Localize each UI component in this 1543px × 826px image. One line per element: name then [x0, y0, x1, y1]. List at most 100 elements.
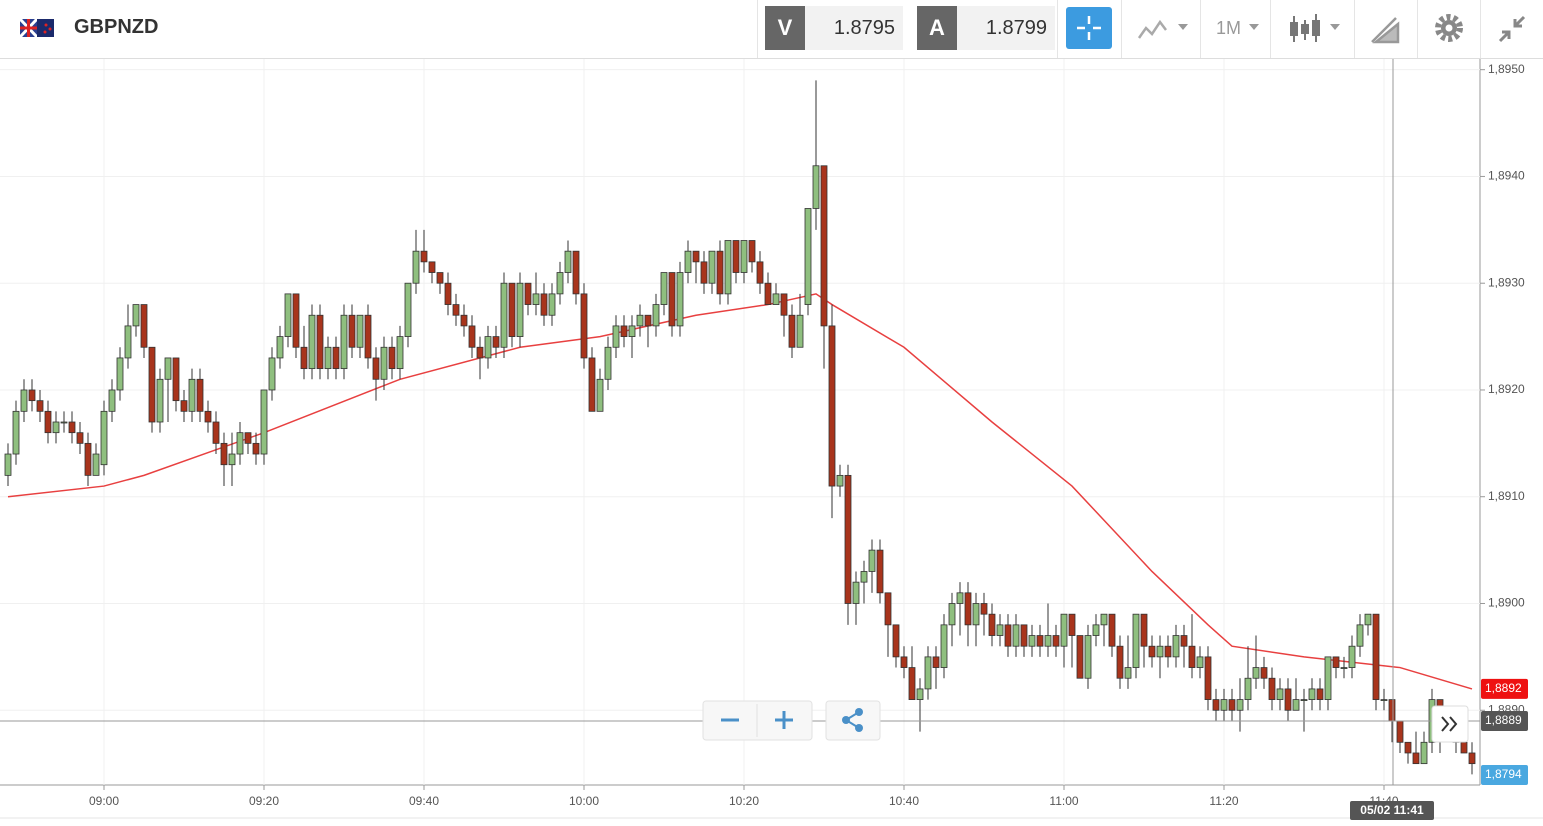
candle-down: [1188, 645, 1196, 668]
candle-down: [620, 325, 628, 337]
candle-down: [780, 293, 788, 316]
sell-button[interactable]: V: [765, 6, 805, 50]
candle-down: [84, 442, 92, 476]
candle-down: [372, 357, 380, 380]
crosshair-icon: [1077, 16, 1101, 40]
star: [44, 23, 48, 27]
candle-up: [1060, 613, 1068, 647]
candle-down: [1052, 635, 1060, 647]
crosshair-button[interactable]: [1066, 7, 1112, 49]
flag-cross: [20, 19, 37, 37]
candle-up: [1420, 741, 1428, 765]
candle-down: [1228, 699, 1236, 711]
candle-type-button[interactable]: [1288, 12, 1344, 46]
candle-up: [1012, 624, 1020, 647]
candle-down: [1404, 741, 1412, 754]
candle-up: [396, 336, 404, 370]
share-button[interactable]: [825, 700, 881, 741]
candle-down: [540, 293, 548, 316]
candle-up: [1300, 699, 1308, 701]
candle-down: [900, 656, 908, 668]
candle-down: [252, 442, 260, 455]
candle-up: [564, 250, 572, 273]
candle-down: [1068, 613, 1076, 636]
candle-up: [356, 314, 364, 348]
candle-up: [972, 603, 980, 626]
candle-down: [36, 400, 44, 412]
candle-down: [764, 282, 772, 305]
buy-price[interactable]: 1.8799: [957, 6, 1055, 50]
candle-down: [692, 250, 700, 263]
candle-down: [828, 325, 836, 487]
flag-nz: [37, 19, 54, 37]
share-bg[interactable]: [825, 700, 881, 741]
candle-down: [980, 603, 988, 615]
crosshair-bg[interactable]: [1066, 7, 1112, 49]
candle-down: [876, 549, 884, 594]
candle-up: [708, 250, 716, 284]
candle-down: [1036, 635, 1044, 647]
candle-up: [1348, 645, 1356, 668]
candle-up: [916, 688, 924, 700]
scroll-bg[interactable]: [1431, 705, 1469, 743]
candle-up: [956, 592, 964, 604]
crosshair-x-label: 05/02 11:41: [1360, 803, 1424, 817]
chart-type-button[interactable]: [1136, 16, 1192, 42]
candle-icon: [1312, 20, 1320, 36]
timeframe-caret[interactable]: [1248, 16, 1262, 42]
candle-up: [324, 346, 332, 370]
candle-down: [644, 314, 652, 327]
candle-up: [132, 304, 140, 327]
scroll-right-button[interactable]: [1431, 705, 1469, 743]
separator: [1200, 0, 1201, 58]
candle-up: [772, 293, 780, 305]
last-price-box: [1481, 765, 1528, 785]
flag-icon: [20, 19, 54, 37]
y-tick-label: 1,8930: [1488, 275, 1525, 289]
candle-down: [492, 336, 500, 348]
candle-up: [684, 250, 692, 273]
separator: [757, 0, 758, 58]
candle-down: [180, 400, 188, 412]
candle-up: [1084, 635, 1092, 679]
candle-down: [212, 421, 220, 444]
x-tick-label: 10:40: [889, 794, 919, 808]
candle-up: [260, 389, 268, 455]
settings-button[interactable]: [1433, 12, 1465, 44]
candle-down: [300, 346, 308, 370]
y-tick-label: 1,8940: [1488, 169, 1525, 183]
collapse-button[interactable]: [1497, 14, 1527, 44]
candle-down: [908, 667, 916, 700]
caret: [1330, 24, 1340, 30]
candle-down: [700, 261, 708, 284]
candle-up: [948, 603, 956, 626]
candle-up: [1364, 613, 1372, 626]
candle-down: [76, 432, 84, 444]
candle-up: [20, 389, 28, 412]
timeframe[interactable]: 1M: [1216, 18, 1242, 38]
candle-down: [148, 346, 156, 423]
candle-down: [1004, 624, 1012, 647]
candle-down: [1412, 752, 1420, 765]
separator: [1417, 0, 1418, 58]
zoom-out-button[interactable]: [703, 701, 757, 740]
candle-down: [44, 410, 52, 434]
candle-up: [276, 336, 284, 359]
buy-button[interactable]: A: [917, 6, 957, 50]
candle-up: [868, 549, 876, 572]
y-tick-label: 1,8900: [1488, 596, 1525, 610]
zoom-in-button[interactable]: [757, 701, 812, 740]
candle-up: [532, 293, 540, 305]
candle-up: [628, 325, 636, 337]
candle-up: [404, 282, 412, 337]
candle-up: [796, 314, 804, 348]
candle-down: [716, 250, 724, 295]
candle-down: [844, 474, 852, 604]
candle-down: [1284, 688, 1292, 711]
candle-down: [1260, 667, 1268, 679]
candle-down: [444, 282, 452, 305]
candle-up: [636, 314, 644, 327]
draw-button[interactable]: [1370, 14, 1402, 44]
chevrons: [1441, 716, 1458, 732]
sell-price[interactable]: 1.8795: [805, 6, 903, 50]
